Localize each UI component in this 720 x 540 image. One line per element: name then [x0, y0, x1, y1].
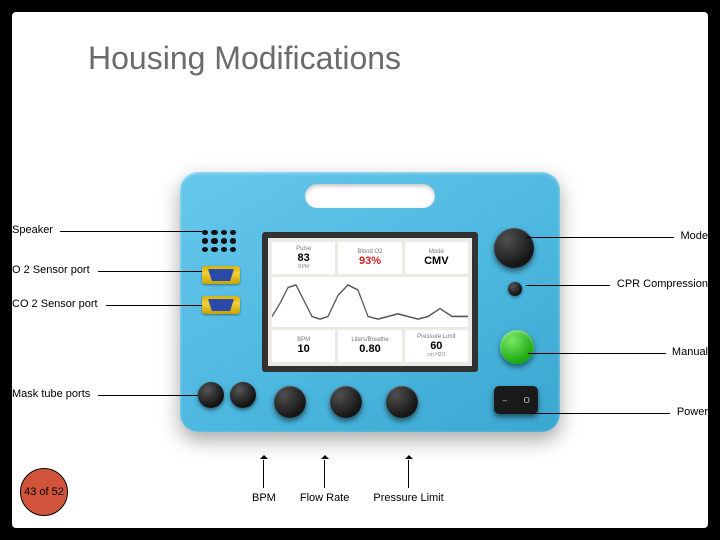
speaker-grille: [202, 230, 236, 252]
manual-button[interactable]: [500, 330, 534, 364]
device-screen: Pulse 83 BPM Blood O2 93% Mode CMV: [262, 232, 478, 372]
bpm-knob[interactable]: [274, 386, 306, 418]
mask-tube-port-2: [230, 382, 256, 408]
screen-bottom-row: BPM 10 Liters/Breathe 0.80 Pressure Limi…: [272, 330, 468, 362]
callout-mode: Mode: [680, 230, 708, 242]
page-number-badge: 43 of 52: [20, 468, 68, 516]
power-off-mark: O: [523, 396, 529, 405]
callout-manual: Manual: [672, 346, 708, 358]
co2-sensor-port: [202, 296, 240, 314]
bottom-label-flow: Flow Rate: [300, 460, 350, 504]
screen-cell-bloodo2: Blood O2 93%: [338, 242, 401, 274]
callout-co2: CO 2 Sensor port: [12, 298, 98, 310]
power-switch[interactable]: – O: [494, 386, 538, 414]
callout-power: Power: [677, 406, 708, 418]
arrow-up-icon: [408, 460, 409, 488]
arrow-up-icon: [324, 460, 325, 488]
callout-o2: O 2 Sensor port: [12, 264, 90, 276]
device-housing: – O Pulse 83 BPM Blood O2 93% Mode CMV: [180, 172, 560, 432]
screen-cell-flow: Liters/Breathe 0.80: [338, 330, 401, 362]
power-on-mark: –: [502, 396, 506, 405]
callout-speaker: Speaker: [12, 224, 53, 236]
screen-top-row: Pulse 83 BPM Blood O2 93% Mode CMV: [272, 242, 468, 274]
screen-waveform: [272, 277, 468, 327]
mode-knob[interactable]: [494, 228, 534, 268]
screen-cell-mode: Mode CMV: [405, 242, 468, 274]
flow-knob[interactable]: [330, 386, 362, 418]
slide-frame: Housing Modifications – O Pulse: [12, 12, 708, 528]
cpr-button[interactable]: [508, 282, 522, 296]
o2-sensor-port: [202, 266, 240, 284]
screen-cell-pulse: Pulse 83 BPM: [272, 242, 335, 274]
screen-cell-bpm: BPM 10: [272, 330, 335, 362]
bottom-labels: BPM Flow Rate Pressure Limit: [252, 460, 444, 504]
bottom-label-pressure: Pressure Limit: [373, 460, 443, 504]
screen-cell-press: Pressure Limit 60 cm H2O: [405, 330, 468, 362]
pressure-knob[interactable]: [386, 386, 418, 418]
bottom-label-bpm: BPM: [252, 460, 276, 504]
arrow-up-icon: [263, 460, 264, 488]
slide-title: Housing Modifications: [88, 40, 401, 77]
callout-cpr: CPR Compression: [617, 278, 708, 290]
device-handle: [305, 184, 435, 208]
callout-mask: Mask tube ports: [12, 388, 90, 400]
mask-tube-port-1: [198, 382, 224, 408]
